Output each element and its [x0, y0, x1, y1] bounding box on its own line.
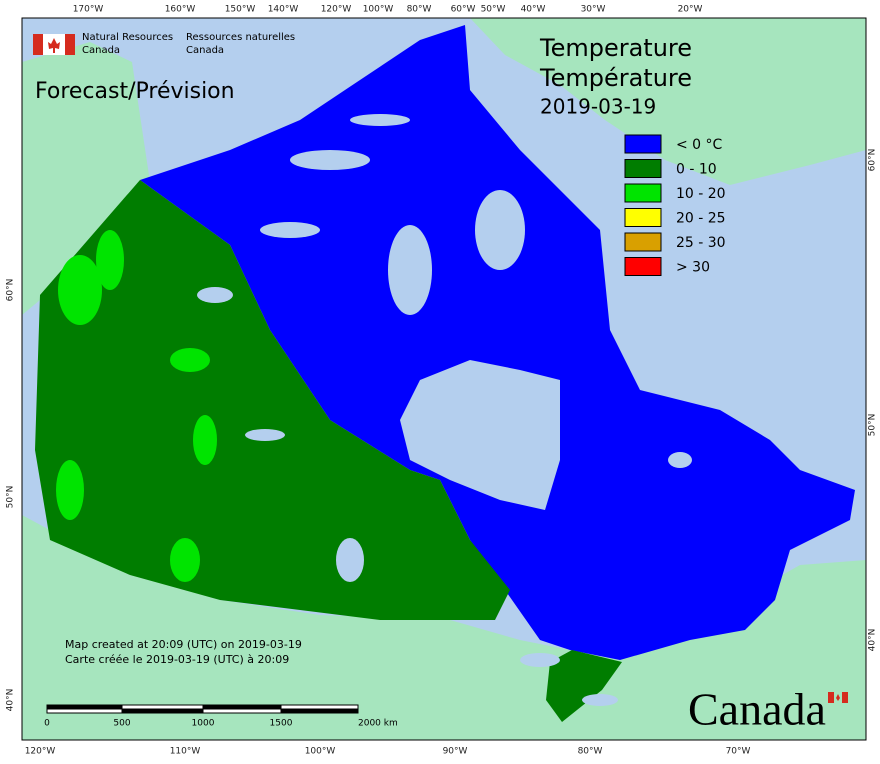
latitude-label: 50°N: [868, 414, 878, 437]
warm-patches: [56, 230, 217, 582]
longitude-label: 140°W: [268, 5, 299, 15]
water: [197, 114, 692, 706]
scale-label: 1000: [192, 719, 215, 729]
scale-label: 0: [44, 719, 50, 729]
dept-fr: Canada: [186, 45, 224, 56]
longitude-label: 110°W: [170, 747, 201, 757]
longitude-label: 80°W: [578, 747, 603, 757]
scale-label: 2000 km: [358, 719, 398, 729]
greenland: [470, 18, 866, 185]
longitude-label: 170°W: [73, 5, 104, 15]
legend-label: 10 - 20: [676, 186, 726, 202]
legend-swatch: [624, 159, 662, 178]
latitude-label: 40°N: [6, 689, 16, 712]
longitude-label: 80°W: [407, 5, 432, 15]
legend-swatch: [624, 183, 662, 203]
wordmark: Canada: [688, 684, 826, 735]
legend-label: 25 - 30: [676, 235, 726, 251]
longitude-label: 100°W: [363, 5, 394, 15]
longitude-label: 160°W: [165, 5, 196, 15]
dept-en: Canada: [82, 45, 120, 56]
map-title: Temperature: [539, 34, 692, 62]
longitude-label: 20°W: [678, 5, 703, 15]
longitude-label: 40°W: [521, 5, 546, 15]
legend-swatch: [624, 134, 662, 154]
longitude-label: 150°W: [225, 5, 256, 15]
longitude-label: 120°W: [25, 747, 56, 757]
map-title: Température: [539, 64, 692, 92]
longitude-label: 60°W: [451, 5, 476, 15]
legend-swatch: [624, 232, 662, 252]
longitude-label: 50°W: [481, 5, 506, 15]
legend-label: 0 - 10: [676, 162, 717, 178]
cold-region: [140, 25, 855, 660]
legend-label: < 0 °C: [676, 137, 723, 153]
latitude-label: 60°N: [868, 149, 878, 172]
wordmark-flag: [828, 692, 848, 703]
latitude-label: 50°N: [6, 486, 16, 509]
ontario-mild: [546, 650, 622, 722]
latitude-label: 60°N: [6, 279, 16, 302]
scale-bar: [46, 704, 359, 714]
credit: Map created at 20:09 (UTC) on 2019-03-19: [65, 638, 302, 651]
latitude-label: 40°N: [868, 629, 878, 652]
longitude-label: 70°W: [726, 747, 751, 757]
legend-swatch: [624, 257, 662, 276]
legend-label: > 30: [676, 260, 710, 276]
longitude-label: 120°W: [321, 5, 352, 15]
usa: [22, 515, 866, 740]
map-frame: [21, 17, 867, 741]
scale-label: 1500: [270, 719, 293, 729]
alaska: [22, 42, 150, 315]
scale-label: 500: [113, 719, 130, 729]
mild-region: [35, 180, 510, 620]
credit: Carte créée le 2019-03-19 (UTC) à 20:09: [65, 653, 289, 666]
legend-label: 20 - 25: [676, 211, 726, 227]
longitude-label: 30°W: [581, 5, 606, 15]
legend-swatch: [624, 208, 662, 227]
longitude-label: 100°W: [305, 747, 336, 757]
dept-en: Natural Resources: [82, 32, 173, 43]
flag: [33, 34, 75, 55]
longitude-label: 90°W: [443, 747, 468, 757]
map-date: 2019-03-19: [540, 95, 656, 119]
product: Forecast/Prévision: [35, 79, 235, 104]
dept-fr: Ressources naturelles: [186, 32, 295, 43]
